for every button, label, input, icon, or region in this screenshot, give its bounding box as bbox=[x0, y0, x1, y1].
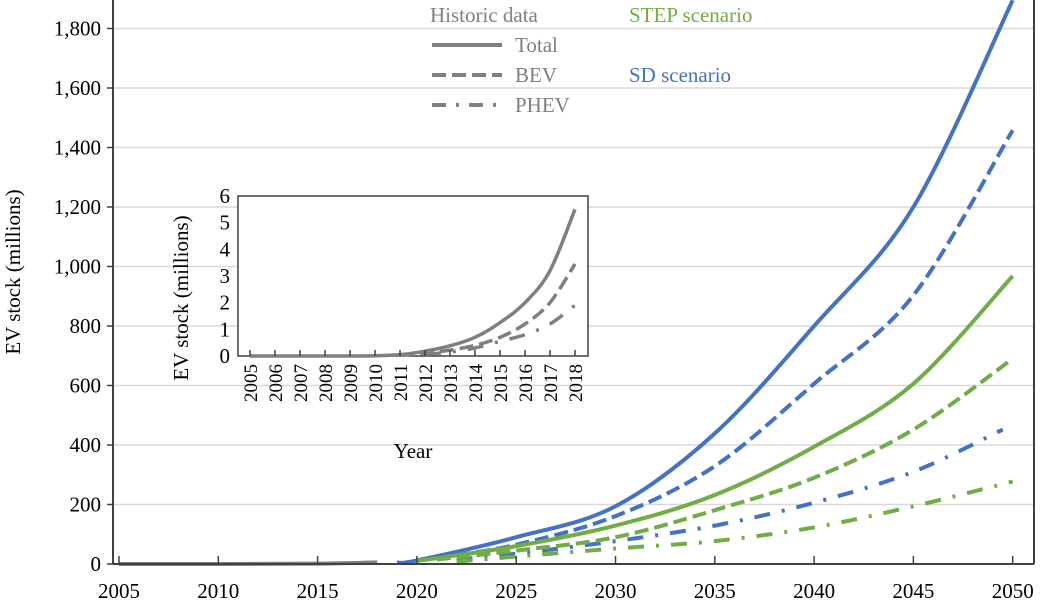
inset-x-tick-label: 2011 bbox=[391, 364, 412, 401]
series-sd-scenario-total bbox=[396, 0, 1015, 565]
legend-phev-label: PHEV bbox=[515, 93, 570, 117]
series-sd-scenario-bev bbox=[436, 129, 1015, 561]
y-tick-label: 1,800 bbox=[54, 17, 101, 41]
series-step-scenario-phev bbox=[456, 479, 1014, 564]
legend-historic-title: Historic data bbox=[430, 3, 539, 27]
inset-y-tick-label: 4 bbox=[220, 237, 231, 261]
inset-x-tick-label: 2008 bbox=[316, 364, 337, 402]
inset-y-axis-label: EV stock (millions) bbox=[169, 215, 193, 380]
y-tick-label: 800 bbox=[70, 314, 102, 338]
x-tick-label: 2025 bbox=[495, 579, 537, 600]
x-tick-label: 2035 bbox=[694, 579, 736, 600]
y-tick-label: 1,400 bbox=[54, 136, 101, 160]
legend-sd-scenario: SD scenario bbox=[629, 63, 731, 87]
x-tick-label: 2005 bbox=[98, 579, 140, 600]
legend-step-scenario: STEP scenario bbox=[629, 3, 752, 27]
inset-x-tick-label: 2009 bbox=[341, 364, 362, 402]
y-tick-label: 400 bbox=[70, 433, 102, 457]
inset-x-tick-label: 2015 bbox=[491, 364, 512, 402]
main-y-axis-label: EV stock (millions) bbox=[1, 189, 25, 354]
inset-x-axis-label: Year bbox=[394, 439, 433, 463]
y-tick-label: 0 bbox=[91, 552, 102, 576]
y-tick-label: 1,000 bbox=[54, 255, 101, 279]
inset-x-tick-label: 2005 bbox=[241, 364, 262, 402]
x-tick-label: 2010 bbox=[197, 579, 239, 600]
inset-background bbox=[237, 195, 589, 357]
inset-x-tick-label: 2006 bbox=[266, 364, 287, 402]
series-step-scenario-bev bbox=[436, 357, 1014, 562]
y-tick-label: 1,600 bbox=[54, 76, 101, 100]
legend: Historic data Total BEV PHEV STEP scenar… bbox=[430, 3, 752, 117]
inset-series-total bbox=[250, 208, 577, 358]
inset-x-tick-label: 2018 bbox=[566, 364, 587, 402]
inset-x-tick-label: 2016 bbox=[516, 364, 537, 402]
x-tick-label: 2030 bbox=[595, 579, 637, 600]
inset-x-tick-label: 2007 bbox=[291, 364, 312, 402]
series-sd-scenario-phev bbox=[456, 427, 1004, 562]
inset-series-phev bbox=[424, 303, 577, 357]
inset-x-tick-label: 2013 bbox=[441, 364, 462, 402]
y-tick-label: 600 bbox=[70, 374, 102, 398]
x-tick-label: 2020 bbox=[396, 579, 438, 600]
inset-y-tick-label: 2 bbox=[220, 291, 231, 315]
main-series bbox=[118, 0, 1015, 567]
inset-y-tick-label: 6 bbox=[220, 184, 231, 208]
x-tick-label: 2040 bbox=[793, 579, 835, 600]
legend-total-label: Total bbox=[515, 33, 558, 57]
inset-x-tick-label: 2012 bbox=[416, 364, 437, 402]
inset-x-tick-label: 2010 bbox=[366, 364, 387, 402]
inset-y-tick-label: 5 bbox=[220, 211, 231, 235]
inset-y-tick-label: 3 bbox=[220, 264, 231, 288]
inset-x-tick-label: 2014 bbox=[466, 364, 487, 403]
x-tick-label: 2050 bbox=[992, 579, 1034, 600]
inset-series bbox=[250, 208, 577, 358]
inset-y-tick-label: 0 bbox=[220, 344, 231, 368]
inset-y-tick-label: 1 bbox=[220, 317, 231, 341]
y-tick-label: 1,200 bbox=[54, 195, 101, 219]
series-step-scenario-total bbox=[416, 274, 1015, 564]
x-tick-label: 2015 bbox=[297, 579, 339, 600]
legend-bev-label: BEV bbox=[515, 63, 557, 87]
main-axes: 02004006008001,0001,2001,4001,6001,80020… bbox=[54, 0, 1035, 600]
y-tick-label: 200 bbox=[70, 493, 102, 517]
x-tick-label: 2045 bbox=[892, 579, 934, 600]
inset-x-tick-label: 2017 bbox=[541, 364, 562, 402]
